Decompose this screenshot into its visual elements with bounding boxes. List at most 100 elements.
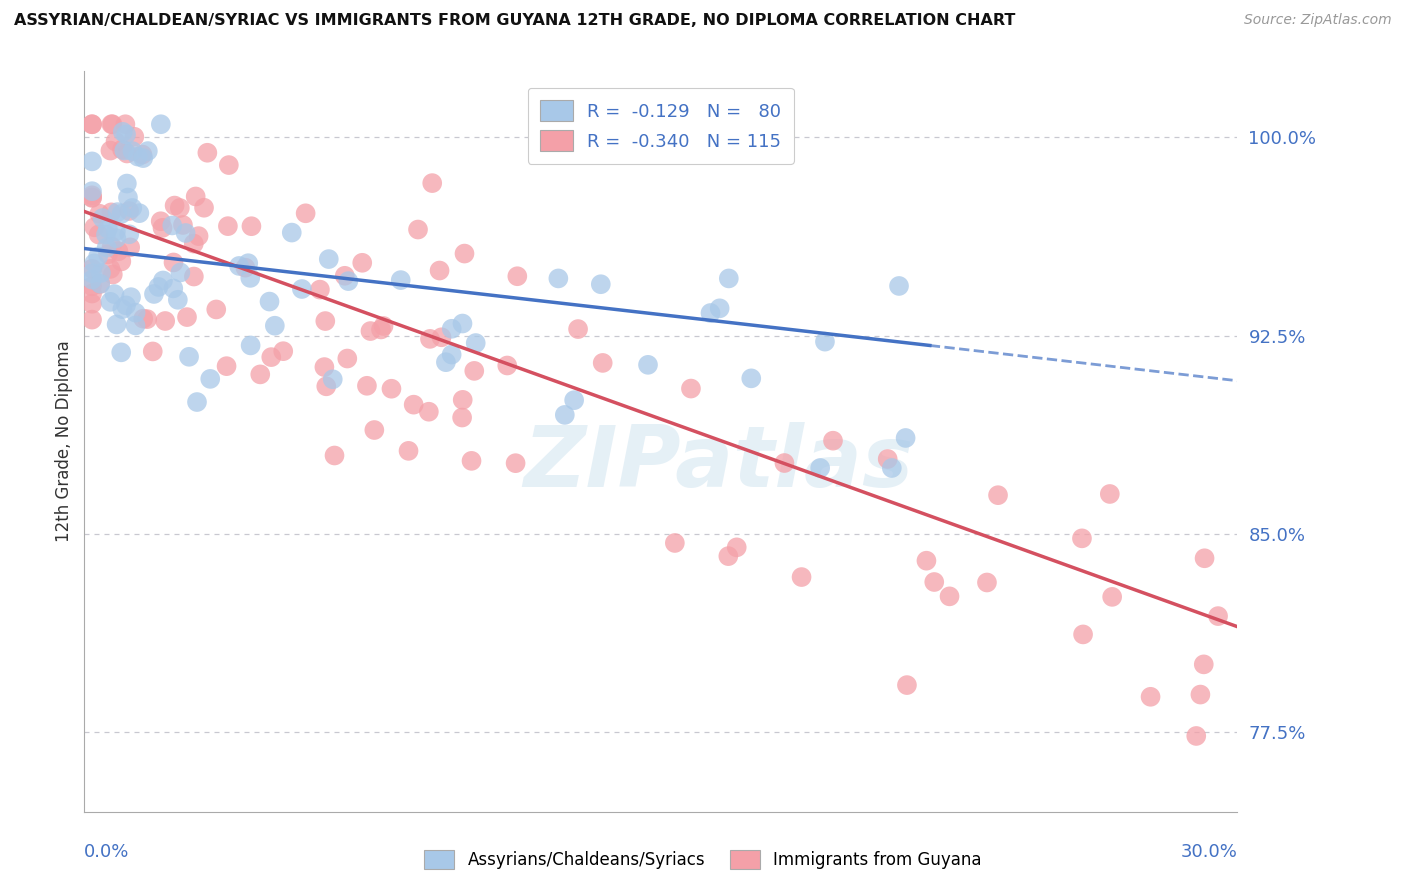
Point	[373, 318, 395, 333]
Point	[115, 298, 138, 312]
Point	[183, 236, 205, 251]
Point	[315, 379, 337, 393]
Point	[440, 348, 463, 362]
Point	[94, 227, 117, 242]
Point	[589, 277, 612, 292]
Point	[124, 306, 146, 320]
Point	[915, 554, 938, 568]
Point	[128, 206, 150, 220]
Point	[506, 269, 529, 284]
Point	[406, 222, 429, 236]
Point	[291, 282, 314, 296]
Point	[896, 678, 918, 692]
Point	[460, 454, 482, 468]
Point	[110, 207, 132, 221]
Point	[1071, 627, 1094, 641]
Point	[110, 254, 132, 268]
Point	[281, 226, 304, 240]
Point	[363, 423, 385, 437]
Point	[80, 266, 103, 280]
Point	[91, 211, 114, 225]
Point	[1071, 532, 1094, 546]
Point	[100, 261, 122, 276]
Point	[709, 301, 731, 316]
Point	[740, 371, 762, 385]
Point	[215, 359, 238, 373]
Point	[398, 443, 420, 458]
Point	[228, 259, 250, 273]
Point	[127, 150, 149, 164]
Point	[118, 227, 141, 242]
Point	[80, 279, 103, 293]
Point	[314, 314, 336, 328]
Point	[808, 461, 831, 475]
Y-axis label: 12th Grade, No Diploma: 12th Grade, No Diploma	[55, 341, 73, 542]
Point	[814, 334, 837, 349]
Point	[239, 271, 262, 285]
Point	[922, 574, 945, 589]
Point	[162, 219, 184, 233]
Point	[451, 392, 474, 407]
Point	[389, 273, 412, 287]
Point	[97, 221, 120, 235]
Point	[112, 144, 135, 158]
Point	[359, 324, 381, 338]
Point	[263, 318, 285, 333]
Point	[336, 351, 359, 366]
Point	[562, 393, 585, 408]
Point	[100, 144, 122, 158]
Point	[451, 410, 474, 425]
Point	[259, 294, 281, 309]
Point	[679, 382, 702, 396]
Point	[699, 306, 721, 320]
Point	[97, 247, 120, 261]
Point	[249, 368, 271, 382]
Point	[152, 220, 174, 235]
Point	[880, 461, 903, 475]
Point	[440, 322, 463, 336]
Point	[1185, 729, 1208, 743]
Point	[717, 549, 740, 563]
Point	[418, 405, 440, 419]
Point	[107, 205, 129, 219]
Point	[554, 408, 576, 422]
Point	[131, 147, 153, 161]
Point	[80, 272, 103, 286]
Point	[240, 219, 263, 234]
Point	[115, 146, 138, 161]
Point	[887, 279, 910, 293]
Point	[1139, 690, 1161, 704]
Point	[132, 151, 155, 165]
Point	[87, 250, 110, 264]
Point	[80, 188, 103, 202]
Point	[271, 344, 294, 359]
Point	[356, 378, 378, 392]
Point	[717, 271, 740, 285]
Point	[153, 314, 176, 328]
Point	[166, 293, 188, 307]
Point	[169, 265, 191, 279]
Point	[463, 364, 485, 378]
Point	[80, 117, 103, 131]
Point	[183, 269, 205, 284]
Point	[314, 360, 336, 375]
Point	[1206, 609, 1229, 624]
Point	[118, 204, 141, 219]
Point	[101, 117, 124, 131]
Point	[894, 431, 917, 445]
Point	[294, 206, 316, 220]
Point	[120, 290, 142, 304]
Point	[938, 590, 960, 604]
Point	[218, 158, 240, 172]
Point	[821, 434, 844, 448]
Point	[370, 322, 392, 336]
Point	[453, 246, 475, 260]
Point	[115, 177, 138, 191]
Point	[136, 312, 159, 326]
Point	[100, 239, 122, 253]
Point	[149, 117, 172, 131]
Point	[80, 286, 103, 301]
Point	[567, 322, 589, 336]
Point	[420, 176, 443, 190]
Point	[149, 214, 172, 228]
